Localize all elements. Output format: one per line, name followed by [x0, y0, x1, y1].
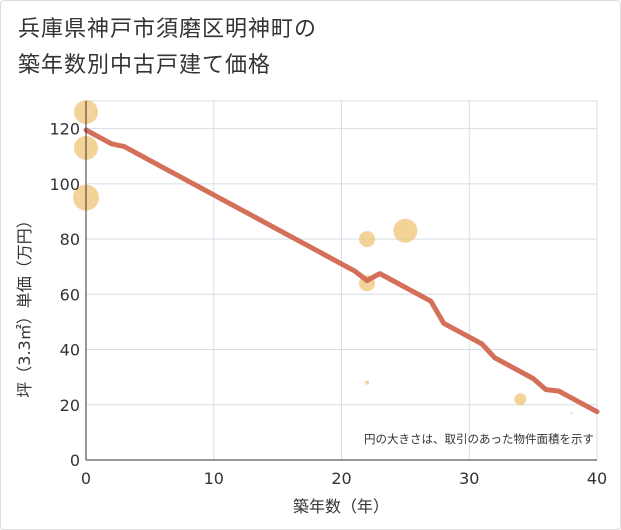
tick-labels: 0 20 40 60 80 100 120 0 10 20 30 40 — [49, 120, 607, 488]
average-price-line — [83, 127, 600, 415]
bubble-point — [393, 218, 418, 243]
y-tick-label: 60 — [60, 285, 80, 304]
y-tick-label: 80 — [60, 230, 80, 249]
chart-title-line2: 築年数別中古戸建て価格 — [18, 53, 272, 78]
gridlines — [86, 101, 597, 460]
y-tick-label: 40 — [60, 341, 80, 360]
bubble-series — [73, 100, 573, 415]
chart-note: 円の大きさは、取引のあった物件面積を示す — [364, 432, 594, 446]
bubble-point — [359, 231, 376, 248]
bubble-point — [365, 380, 370, 385]
y-tick-label: 20 — [60, 396, 80, 415]
y-tick-label: 100 — [49, 175, 80, 194]
x-tick-label: 10 — [204, 469, 224, 488]
y-tick-label: 0 — [70, 451, 80, 470]
chart-title: 兵庫県神戸市須磨区明神町の 築年数別中古戸建て価格 — [18, 12, 317, 84]
chart-title-line1: 兵庫県神戸市須磨区明神町の — [18, 17, 318, 42]
x-tick-label: 40 — [587, 469, 607, 488]
x-axis-label: 築年数（年） — [293, 497, 389, 516]
y-axis-label: 坪（3.3㎡）単価（万円） — [15, 212, 34, 397]
bubble-point — [514, 393, 527, 406]
line-series — [83, 127, 600, 415]
x-tick-label: 0 — [81, 469, 91, 488]
x-tick-label: 20 — [331, 469, 351, 488]
bubble-point — [570, 412, 573, 415]
axes — [85, 101, 597, 461]
y-tick-label: 120 — [49, 120, 80, 139]
x-tick-label: 30 — [459, 469, 479, 488]
